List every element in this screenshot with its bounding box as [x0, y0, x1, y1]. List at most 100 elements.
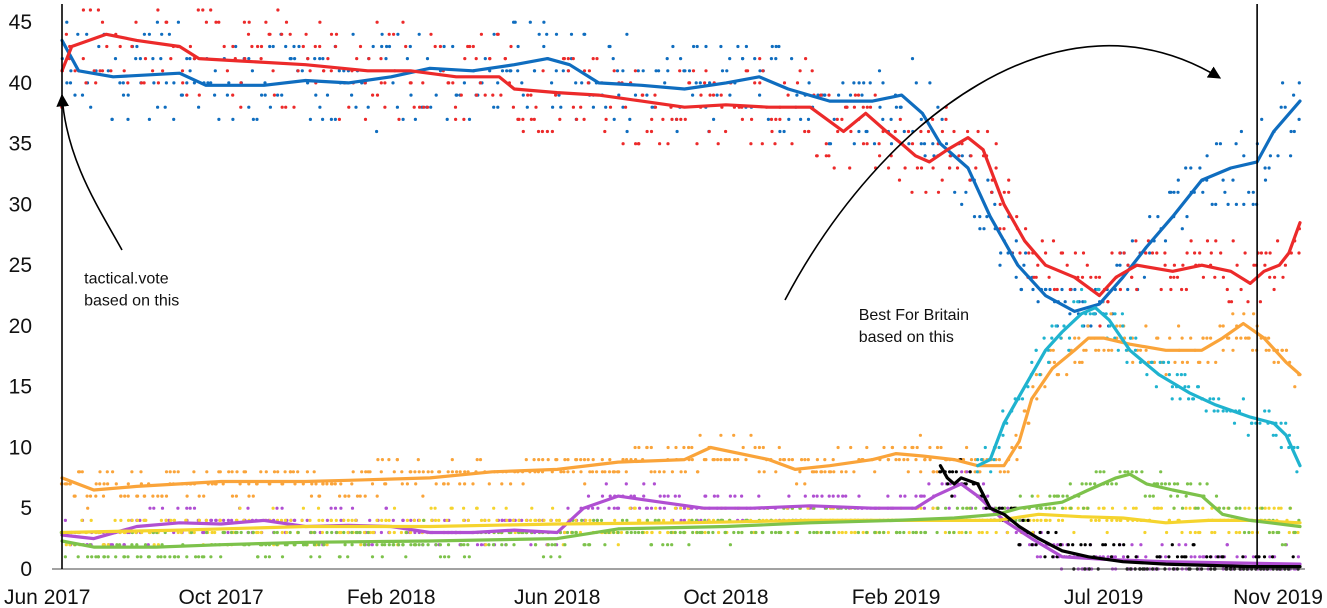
poll-dot — [719, 433, 723, 437]
poll-dot — [732, 530, 736, 535]
poll-dot — [284, 44, 288, 49]
poll-dot — [1018, 518, 1022, 523]
poll-dot — [1247, 506, 1251, 510]
poll-dot — [246, 32, 251, 36]
poll-dot — [197, 555, 201, 559]
poll-dot — [467, 555, 471, 559]
poll-dot — [312, 543, 316, 547]
poll-dot — [1177, 543, 1181, 547]
poll-dot — [400, 470, 404, 474]
poll-dot — [80, 470, 84, 474]
poll-dot — [1196, 385, 1200, 389]
poll-dot — [1188, 530, 1192, 535]
poll-dot — [1159, 470, 1163, 474]
poll-dot — [811, 494, 816, 498]
poll-dot — [849, 530, 854, 535]
poll-dot — [861, 530, 865, 535]
poll-dot — [429, 32, 433, 36]
poll-dot — [952, 129, 956, 134]
poll-dot — [1198, 166, 1202, 170]
poll-dot — [1184, 287, 1188, 292]
poll-dot — [636, 69, 640, 73]
poll-dot — [964, 530, 968, 535]
poll-dot — [642, 494, 646, 498]
poll-dot — [521, 129, 525, 134]
poll-dot — [1044, 287, 1048, 292]
poll-dot — [666, 445, 670, 450]
poll-dot — [260, 93, 264, 97]
poll-dot — [516, 44, 520, 49]
poll-dot — [1027, 251, 1031, 255]
poll-dot — [633, 445, 637, 450]
poll-dot — [218, 470, 222, 474]
poll-dot — [1014, 275, 1018, 279]
poll-dot — [505, 69, 509, 73]
poll-dot — [574, 458, 578, 462]
poll-dot — [670, 470, 675, 474]
poll-dot — [624, 470, 628, 474]
poll-dot — [1283, 543, 1287, 547]
poll-dot — [318, 555, 322, 559]
poll-dot — [1176, 190, 1180, 194]
poll-dot — [669, 530, 673, 535]
poll-dot — [1168, 336, 1172, 340]
poll-dot — [1035, 397, 1039, 401]
poll-dot — [914, 530, 918, 535]
poll-dot — [1234, 142, 1238, 146]
poll-dot — [185, 506, 189, 510]
poll-dot — [634, 142, 638, 146]
poll-dot — [719, 93, 723, 97]
poll-dot — [305, 470, 309, 474]
poll-dot — [844, 494, 848, 498]
poll-dot — [388, 530, 392, 535]
poll-dot — [1060, 287, 1064, 292]
poll-dot — [666, 142, 670, 146]
poll-dot — [163, 105, 167, 109]
poll-dot — [658, 506, 662, 510]
poll-dot — [1065, 373, 1069, 377]
poll-dot — [383, 81, 387, 85]
poll-dot — [873, 470, 877, 474]
poll-dot — [409, 518, 413, 523]
poll-dot — [558, 117, 562, 121]
poll-dot — [1260, 506, 1264, 510]
poll-dot — [922, 506, 927, 510]
poll-dot — [421, 470, 425, 474]
poll-dot — [649, 445, 653, 450]
poll-dot — [135, 44, 139, 49]
poll-dot — [877, 142, 881, 146]
poll-dot — [1050, 324, 1054, 328]
poll-dot — [1122, 251, 1126, 255]
poll-dot — [823, 458, 827, 462]
poll-dot — [711, 93, 716, 97]
poll-dot — [968, 178, 972, 182]
poll-dot — [1088, 312, 1092, 316]
poll-dot — [417, 32, 421, 36]
poll-dot — [936, 190, 941, 194]
poll-dot — [230, 470, 234, 474]
poll-dot — [1180, 360, 1185, 364]
poll-dot — [836, 445, 840, 450]
poll-dot — [1143, 530, 1147, 535]
poll-dot — [1076, 300, 1080, 304]
poll-dot — [894, 458, 898, 462]
poll-dot — [1064, 506, 1068, 510]
poll-dot — [662, 470, 666, 474]
poll-dot — [848, 166, 852, 170]
poll-dot — [665, 57, 669, 61]
poll-dot — [1201, 190, 1205, 194]
poll-dot — [525, 105, 529, 109]
poll-dot — [1184, 555, 1188, 559]
poll-dot — [1138, 348, 1143, 352]
poll-dot — [192, 506, 197, 510]
poll-dot — [815, 530, 819, 535]
poll-dot — [749, 530, 754, 535]
poll-dot — [264, 20, 268, 24]
poll-dot — [370, 555, 375, 559]
poll-dot — [966, 129, 970, 134]
poll-dot — [1243, 506, 1247, 510]
poll-dot — [126, 117, 130, 121]
poll-dot — [778, 129, 782, 134]
poll-dot — [1252, 312, 1256, 316]
